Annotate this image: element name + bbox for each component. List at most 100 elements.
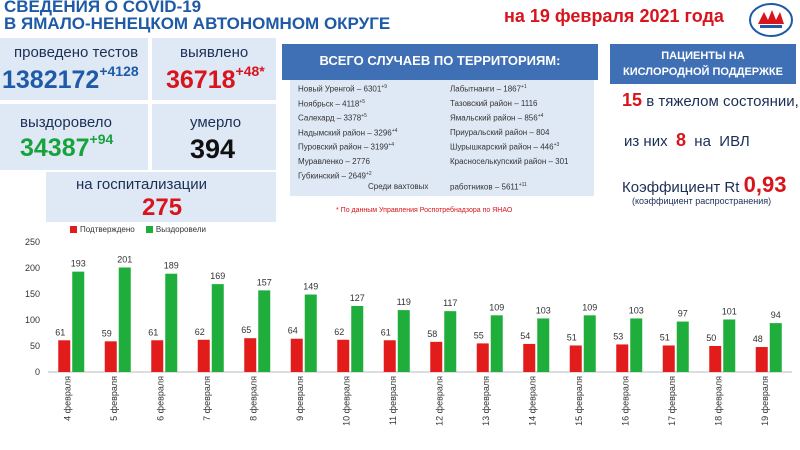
ivl-value: 8: [675, 130, 686, 150]
tests-delta: +4128: [99, 63, 139, 79]
recovered-delta: +94: [89, 131, 114, 147]
detected-value: 36718: [166, 66, 236, 94]
territory-item: Тазовский район – 1116: [450, 99, 537, 108]
data-label-confirmed: 59: [102, 328, 112, 338]
territory-item-name: Тазовский район – 1116: [450, 98, 538, 108]
bar-confirmed: [383, 340, 396, 372]
data-label-recovered: 101: [722, 306, 737, 316]
oxygen-title: ПАЦИЕНТЫ НА КИСЛОРОДНОЙ ПОДДЕРЖКЕ: [610, 44, 796, 84]
recovered-value-wrap: 34387+94: [20, 131, 114, 163]
bar-recovered: [769, 323, 782, 372]
bar-confirmed: [569, 345, 582, 372]
data-label-confirmed: 55: [474, 330, 484, 340]
data-label-recovered: 103: [629, 305, 644, 315]
x-tick-label: 7 февраля: [202, 376, 212, 421]
y-tick-label: 200: [25, 263, 40, 273]
x-tick-label: 5 февраля: [109, 376, 119, 421]
y-tick-label: 0: [35, 367, 40, 377]
detected-panel: выявлено 36718+48*: [152, 38, 276, 100]
hosp-label: на госпитализации: [76, 176, 208, 193]
territory-item: Приуральский район – 804: [450, 128, 549, 137]
data-label-recovered: 109: [582, 302, 597, 312]
data-label-recovered: 149: [303, 282, 318, 292]
data-label-confirmed: 62: [195, 327, 205, 337]
oxygen-title-line1: ПАЦИЕНТЫ НА: [661, 50, 745, 62]
territory-item-delta: +5: [359, 98, 366, 105]
bar-confirmed: [662, 345, 675, 372]
severe-label: в тяжелом состоянии,: [646, 93, 799, 110]
recovered-value: 34387: [20, 134, 90, 162]
bar-recovered: [211, 284, 224, 372]
territory-item: Шурышкарский район – 446+3: [450, 142, 559, 152]
x-tick-label: 4 февраля: [62, 376, 72, 421]
data-label-recovered: 119: [397, 297, 411, 307]
bar-recovered: [72, 271, 85, 372]
detected-value-wrap: 36718+48*: [166, 63, 265, 95]
detected-delta: +48*: [235, 63, 265, 79]
chart-legend: Подтверждено Выздоровели: [70, 225, 206, 234]
data-label-confirmed: 54: [520, 331, 530, 341]
territory-item-name: Ноябрьск – 4118: [298, 99, 360, 109]
bar-recovered: [444, 311, 457, 372]
died-value: 394: [190, 134, 236, 164]
territory-item-name: Новый Уренгой – 6301: [298, 84, 382, 94]
data-label-recovered: 201: [117, 254, 132, 264]
territory-item: Ямальский район – 856+4: [450, 113, 543, 123]
bar-recovered: [676, 321, 689, 372]
territory-item: Ноябрьск – 4118+5: [298, 99, 365, 109]
bar-recovered: [723, 319, 736, 372]
bar-confirmed: [523, 343, 536, 372]
data-label-confirmed: 62: [334, 327, 344, 337]
territory-item-delta: +4: [388, 142, 395, 148]
bar-confirmed: [197, 339, 210, 372]
rt-note: (коэффициент распространения): [632, 196, 772, 206]
recovered-label: выздоровело: [20, 114, 112, 131]
data-label-confirmed: 64: [288, 326, 298, 336]
territory-item-name: Пуровский район – 3199: [298, 142, 389, 152]
shift-workers-count: работников – 5611: [450, 182, 519, 192]
ivl-on-label: на: [694, 133, 711, 150]
legend-swatch-confirmed: [70, 226, 77, 234]
territory-item-name: Салехард – 3378: [298, 113, 362, 123]
data-label-confirmed: 51: [660, 332, 670, 342]
data-label-confirmed: 48: [753, 334, 763, 344]
rt-label: Коэффициент Rt: [622, 179, 740, 196]
shift-workers-value: работников – 5611+11: [450, 182, 527, 192]
territory-item: Губкинский – 2649+2: [298, 171, 372, 181]
x-tick-label: 16 февраля: [620, 376, 630, 426]
y-tick-label: 150: [25, 289, 40, 299]
bar-confirmed: [430, 341, 443, 372]
territory-item: Пуровский район – 3199+4: [298, 142, 394, 152]
territory-item-delta: +4: [391, 127, 398, 134]
y-tick-label: 100: [25, 315, 40, 325]
tests-value: 1382172: [2, 66, 100, 94]
x-tick-label: 18 февраля: [713, 376, 723, 426]
bar-confirmed: [151, 340, 164, 372]
territory-item-name: Красноселькупский район – 301: [450, 156, 569, 166]
recovered-panel: выздоровело 34387+94: [0, 104, 148, 170]
bar-recovered: [490, 315, 503, 372]
source-note: * По данным Управления Роспотребнадзора …: [336, 207, 513, 214]
x-tick-label: 12 февраля: [434, 376, 444, 426]
y-tick-label: 250: [25, 237, 40, 247]
territory-item-delta: +1: [521, 84, 527, 90]
territory-item-delta: +5: [361, 113, 367, 119]
data-label-confirmed: 58: [427, 329, 437, 339]
territory-item-name: Губкинский – 2649: [298, 171, 366, 181]
territory-item: Салехард – 3378+5: [298, 113, 367, 123]
hosp-panel: на госпитализации 275: [46, 172, 276, 222]
hosp-value: 275: [142, 194, 183, 221]
territory-item: Новый Уренгой – 6301+9: [298, 84, 387, 94]
x-tick-label: 17 февраля: [667, 376, 677, 426]
bar-recovered: [258, 290, 271, 372]
severe-value: 15: [622, 90, 643, 110]
bar-recovered: [583, 315, 596, 372]
data-label-recovered: 127: [350, 293, 365, 303]
territory-item: Муравленко – 2776: [298, 157, 370, 166]
tests-value-wrap: 1382172+4128: [2, 63, 139, 95]
x-tick-label: 13 февраля: [481, 376, 491, 426]
territory-item-delta: +3: [553, 142, 560, 148]
territory-item-name: Лабытнанги – 1867: [450, 84, 522, 94]
report-date: на 19 февраля 2021 года: [504, 6, 724, 26]
territory-item-delta: +2: [365, 171, 372, 177]
